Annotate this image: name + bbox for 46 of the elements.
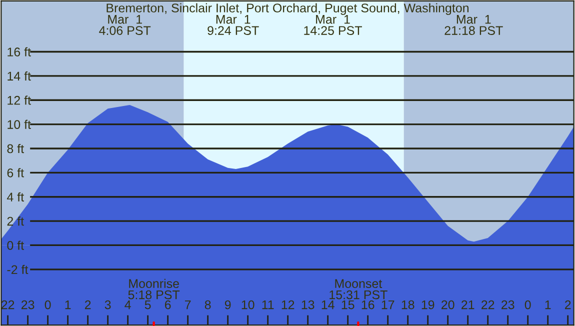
x-tick-label: 18 [402,300,414,310]
x-tick-label: 9 [224,300,231,310]
x-tick-label: 21 [462,300,474,310]
y-tick-label: 6 ft [7,168,24,178]
y-tick-label: 14 ft [8,71,31,81]
annotation: Mar 1 9:24 PST [208,15,259,35]
y-tick-label: -2 ft [7,264,28,274]
x-tick-label: 15 [342,300,354,310]
x-tick-label: 19 [422,300,434,310]
x-tick-label: 23 [21,300,34,310]
y-tick-label: 8 ft [7,144,24,154]
x-tick-label: 7 [184,300,191,310]
annotation: Mar 1 14:25 PST [304,15,362,35]
x-tick-label: 2 [84,300,91,310]
chart-title: Bremerton, Sinclair Inlet, Port Orchard, Puget Sound, Washington [106,3,468,15]
x-tick-label: 22 [482,300,494,310]
x-tick-label: 0 [524,300,531,310]
x-tick-label: 5 [144,300,151,310]
y-tick-label: 0 ft [7,240,24,250]
y-tick-label: 10 ft [8,120,31,129]
x-tick-label: 4 [124,300,131,310]
annotation: Mar 1 21:18 PST [444,15,503,35]
x-tick-label: 8 [204,300,211,310]
x-tick-label: 16 [362,300,374,310]
x-tick-label: 3 [104,300,111,310]
x-tick-label: 17 [382,300,394,310]
x-tick-label: 20 [442,300,454,310]
y-tick-label: 12 ft [8,96,31,105]
x-tick-label: 11 [262,300,274,310]
y-tick-label: 16 ft [8,47,31,56]
x-tick-label: 22 [1,300,14,310]
y-tick-label: 2 ft [7,216,24,226]
annotation: Moonset 15:31 PST [330,279,388,300]
x-tick-label: 1 [545,300,551,310]
x-tick-label: 1 [65,300,71,310]
x-tick-label: 10 [242,300,254,310]
x-tick-label: 12 [282,300,294,310]
x-tick-label: 6 [164,300,171,310]
annotation: Mar 1 4:06 PST [99,15,151,35]
x-tick-label: 2 [565,300,571,310]
x-tick-label: 13 [302,300,314,310]
x-tick-label: 0 [44,300,51,310]
annotation: Moonrise 5:18 PST [128,278,180,300]
x-tick-label: 14 [322,300,334,310]
x-tick-label: 23 [502,300,514,310]
y-tick-label: 4 ft [6,192,24,202]
